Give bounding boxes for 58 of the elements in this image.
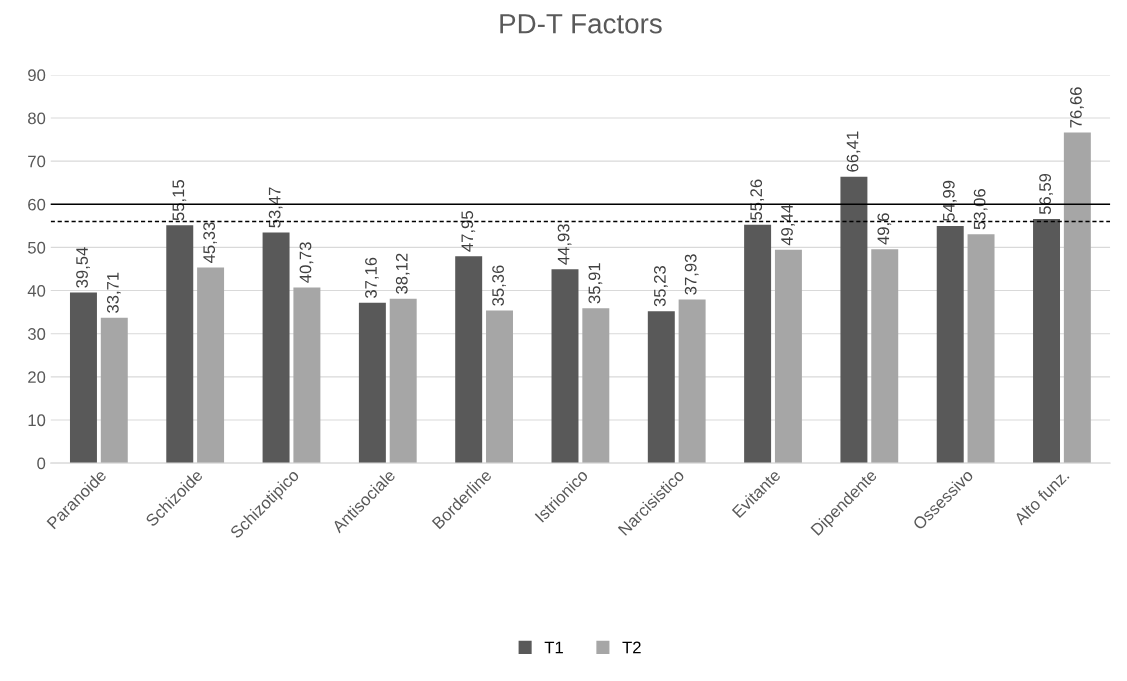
bar	[871, 249, 899, 464]
y-tick-label: 40	[27, 284, 46, 297]
data-label: 39,54	[76, 247, 90, 288]
y-tick-label: 20	[28, 371, 46, 384]
bar	[647, 311, 675, 464]
data-label: 56,59	[1039, 173, 1053, 215]
data-label: 66,41	[846, 131, 861, 172]
bar	[486, 310, 513, 464]
bar	[262, 232, 290, 464]
bar	[744, 224, 772, 464]
bar	[551, 269, 579, 464]
data-label: 37,16	[365, 257, 379, 299]
data-label: 35,36	[492, 265, 506, 306]
data-label: 49,44	[781, 204, 795, 246]
data-label: 37,93	[684, 254, 699, 295]
data-label: 45,33	[203, 222, 218, 264]
chart-title: PD-T Factors	[500, 14, 662, 34]
bar	[100, 317, 128, 464]
data-label: 40,73	[299, 242, 314, 283]
bar	[1033, 219, 1061, 464]
data-label: 44,93	[557, 224, 572, 265]
y-tick-label: 60	[28, 198, 46, 211]
bar	[582, 308, 610, 464]
data-label: 55,26	[750, 179, 765, 220]
y-tick-label: 90	[28, 69, 46, 82]
y-tick-label: 50	[27, 241, 46, 254]
bar	[455, 256, 483, 464]
data-label: 53,47	[268, 187, 283, 228]
data-label: 38,12	[395, 253, 410, 294]
bar	[967, 234, 995, 464]
data-label: 54,99	[942, 180, 957, 222]
data-label: 76,66	[1070, 87, 1084, 128]
bar	[936, 225, 964, 464]
bar	[678, 299, 706, 464]
bar	[197, 267, 225, 464]
x-tick-label: Alto funz.	[1012, 469, 1070, 526]
data-label: 35,23	[653, 265, 668, 307]
y-tick-label: 70	[28, 155, 46, 168]
bar	[166, 225, 194, 464]
bar	[358, 302, 386, 464]
data-label: 53,06	[973, 189, 988, 230]
legend-label: T2	[622, 641, 641, 654]
bar	[840, 176, 868, 464]
bar	[1063, 132, 1091, 464]
bar	[69, 292, 97, 464]
y-tick-label: 0	[37, 457, 46, 470]
bar	[774, 249, 802, 464]
legend-label: T1	[544, 641, 563, 654]
bar	[389, 298, 417, 464]
data-label: 47,95	[461, 211, 476, 252]
data-label: 33,71	[106, 272, 121, 313]
y-tick-label: 10	[28, 414, 46, 427]
bar	[293, 287, 321, 464]
y-tick-label: 30	[27, 328, 46, 340]
data-label: 35,91	[588, 263, 603, 304]
data-label: 55,15	[172, 180, 187, 221]
data-label: 49,6	[877, 213, 892, 245]
y-tick-label: 80	[28, 112, 46, 125]
